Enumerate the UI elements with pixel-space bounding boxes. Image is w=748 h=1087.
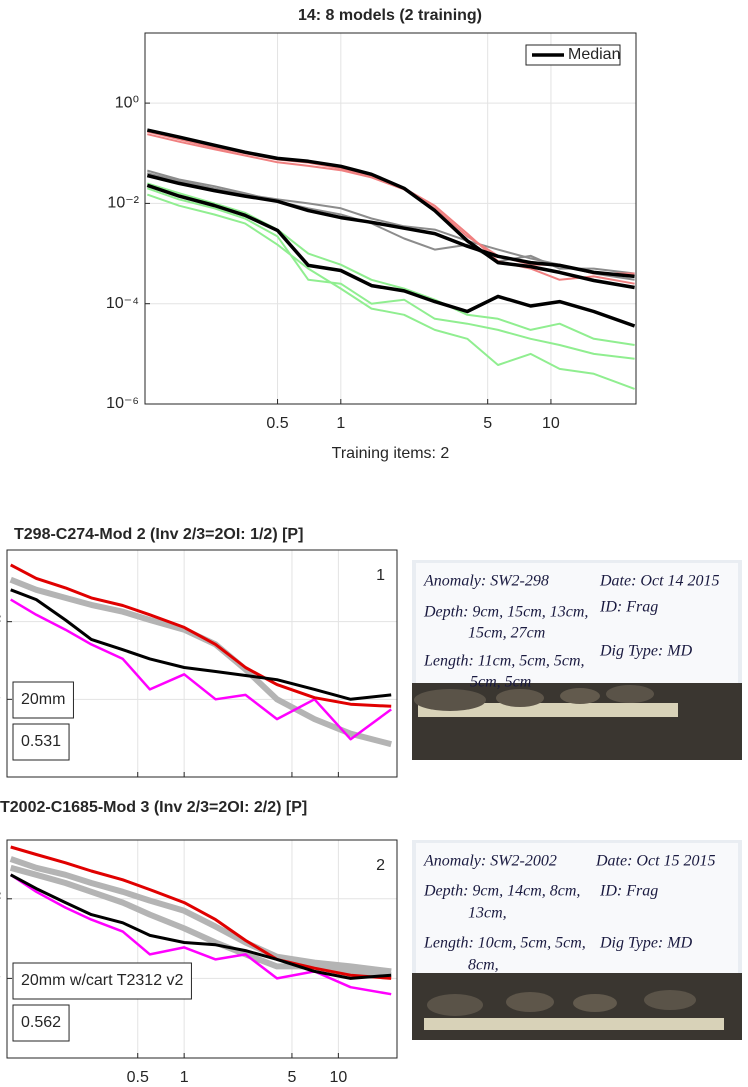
ruler <box>418 703 678 717</box>
annotation-box <box>12 723 70 761</box>
series-line <box>146 183 636 328</box>
y-tick-label: 10⁻⁴ <box>106 295 139 312</box>
series-line <box>146 173 635 279</box>
series-line <box>147 169 635 275</box>
handwritten-text: Length: 10cm, 5cm, 5cm, <box>423 935 586 952</box>
handwritten-text: 13cm, <box>468 905 507 922</box>
axes-box <box>6 839 398 1059</box>
fragment <box>506 992 554 1012</box>
handwritten-text: 15cm, 27cm <box>468 625 545 642</box>
plot-area <box>145 33 636 404</box>
handwritten-text: Depth: 9cm, 14cm, 8cm, <box>423 883 580 900</box>
fragment <box>606 685 654 703</box>
handwritten-text: Date: Oct 15 2015 <box>595 853 716 870</box>
annotation-text: 20mm w/cart T2312 v2 <box>21 972 184 989</box>
fragment <box>427 994 483 1016</box>
ruler <box>424 1018 724 1030</box>
y-tick-label: 10⁻⁴ <box>0 691 1 708</box>
annotation-text: 20mm <box>21 691 65 708</box>
handwritten-text: ID: Frag <box>599 599 658 616</box>
plot-area <box>7 550 397 777</box>
fragment <box>644 990 696 1010</box>
series-line <box>9 576 392 748</box>
x-tick-label: 0.5 <box>127 1069 149 1086</box>
series-group <box>146 128 636 390</box>
handwritten-text: 8cm, <box>468 957 499 974</box>
handwritten-text: Dig Type: MD <box>599 643 693 660</box>
series-line <box>10 598 392 741</box>
series-line <box>146 128 635 290</box>
x-axis-label: Training items: 2 <box>332 445 450 462</box>
fragment <box>560 688 600 704</box>
handwritten-text: Depth: 9cm, 15cm, 13cm, <box>423 604 588 621</box>
y-tick-label: 10⁻⁶ <box>0 1049 1 1066</box>
y-tick-label: 10⁻² <box>0 613 2 630</box>
chart: 10⁻⁶ 10⁻⁴ 10⁻² T298-C274-Mod 2 (Inv 2/3=2OI… <box>0 526 398 785</box>
series-line <box>146 187 635 360</box>
handwritten-text: Date: Oct 14 2015 <box>599 573 720 590</box>
series-line <box>147 182 635 346</box>
series-group <box>9 845 392 996</box>
handwritten-text: Dig Type: MD <box>599 935 693 952</box>
x-tick-label: 10 <box>329 1069 347 1086</box>
legend-label: Median <box>568 46 620 63</box>
fragment <box>573 994 617 1012</box>
handwritten-text: Length: 11cm, 5cm, 5cm, <box>423 653 585 670</box>
chart-title: T2002-C1685-Mod 3 (Inv 2/3=2OI: 2/2) [P] <box>0 799 307 816</box>
sign-card <box>416 843 738 973</box>
annotation-box <box>12 1004 70 1042</box>
handwritten-text: ID: Frag <box>599 883 658 900</box>
x-tick-label: 1 <box>180 1069 189 1086</box>
fragment <box>496 689 544 707</box>
series-line <box>10 588 392 701</box>
series-line <box>9 873 392 980</box>
y-tick-label: 10⁻² <box>0 890 2 907</box>
y-tick-label: 10⁰ <box>115 94 139 111</box>
annotation-box <box>12 681 74 719</box>
photo-1 <box>412 560 742 760</box>
panel-label: 2 <box>376 857 385 874</box>
chart: 0.5 1 5 10 10⁻⁶ 10⁻⁴ 10⁻² T2002-C1685-Mod 3 (In… <box>0 799 398 1086</box>
series-line <box>146 193 635 390</box>
y-tick-label: 10⁻² <box>107 195 139 212</box>
annotation-text: 0.562 <box>21 1014 61 1031</box>
x-tick-label: 5 <box>287 1069 296 1086</box>
series-group <box>9 563 392 748</box>
axes-box <box>6 549 398 778</box>
series-line <box>10 845 392 980</box>
legend-box <box>525 44 621 66</box>
series-line <box>9 864 392 979</box>
handwritten-text: 5cm, 5cm <box>470 674 531 691</box>
series-line <box>9 856 392 975</box>
annotation-box <box>12 962 192 1000</box>
y-tick-label: 10⁻⁶ <box>106 395 139 412</box>
fragment <box>414 689 486 711</box>
handwritten-text: Anomaly: SW2-298 <box>423 573 549 590</box>
photo-2 <box>412 840 742 1040</box>
y-tick-label: 10⁻⁶ <box>0 768 1 785</box>
panel-label: 1 <box>376 567 385 584</box>
x-tick-label: 5 <box>483 415 492 432</box>
sign-card <box>416 563 738 683</box>
x-tick-label: 1 <box>336 415 345 432</box>
axes-box <box>144 32 637 405</box>
chart: 0.5 1 5 10 10⁻⁶ 10⁻⁴ 10⁻² 10⁰ 14: 8 models (2 tr… <box>106 7 637 462</box>
series-line <box>10 563 392 708</box>
x-tick-label: 10 <box>542 415 560 432</box>
chart-title: 14: 8 models (2 training) <box>298 7 482 24</box>
handwritten-text: Anomaly: SW2-2002 <box>423 853 557 870</box>
chart-title: T298-C274-Mod 2 (Inv 2/3=2OI: 1/2) [P] <box>14 526 303 543</box>
x-tick-label: 0.5 <box>266 415 288 432</box>
annotation-text: 0.531 <box>21 733 61 750</box>
y-tick-label: 10⁻⁴ <box>0 970 1 987</box>
